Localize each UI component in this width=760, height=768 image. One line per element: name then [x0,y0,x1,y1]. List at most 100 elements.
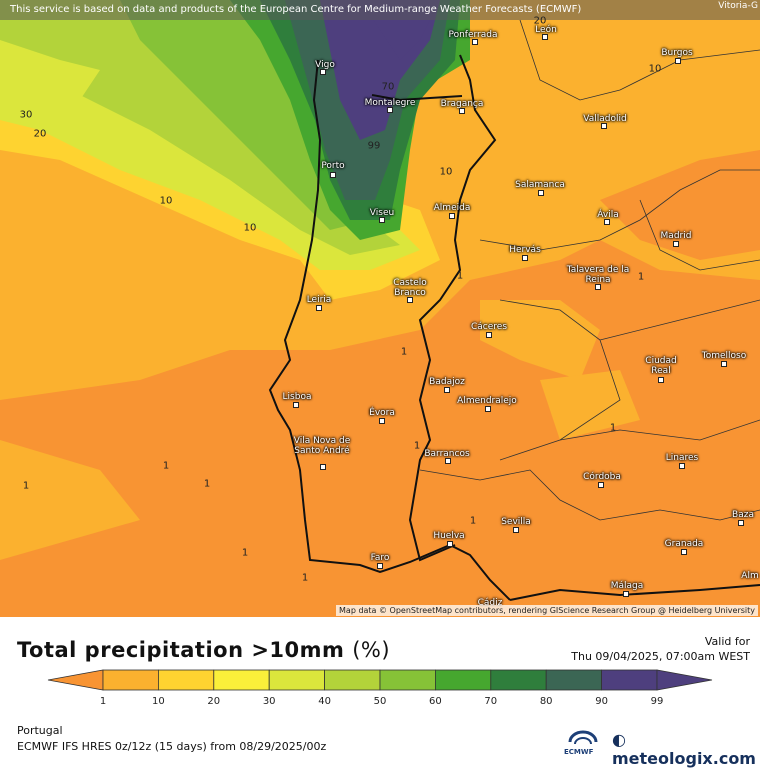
map-attribution: Map data © OpenStreetMap contributors, r… [336,605,758,616]
city-marker [377,563,383,569]
colorbar-tick-label: 80 [539,696,553,707]
city-label: Alm [741,571,759,581]
colorbar-tick-label: 20 [207,696,221,707]
city-label: Valladolid [583,114,627,124]
city-label: Córdoba [583,472,621,482]
city-marker [679,463,685,469]
ecmwf-logo-text: ECMWF [564,748,594,756]
city-marker [721,361,727,367]
colorbar-segment [102,669,159,691]
city-marker [673,241,679,247]
city-marker [604,219,610,225]
city-label: Barrancos [424,449,470,459]
city-label: Tomelloso [701,351,747,361]
city-label: Castelo Branco [393,278,427,298]
city-marker [379,217,385,223]
city-marker [658,377,664,383]
colorbar-tick-label: 1 [99,696,107,707]
ecmwf-logo-icon [568,730,598,745]
ecmwf-notice: This service is based on data and produc… [0,0,760,20]
region-label: Portugal [17,724,63,737]
precipitation-map[interactable]: This service is based on data and produc… [0,0,760,617]
city-marker [472,39,478,45]
orange-area-east [600,150,760,260]
colorbar-tick-label: 30 [262,696,276,707]
colorbar-segment [379,669,436,691]
city-marker [407,297,413,303]
city-label: Vila Nova de Santo André [293,436,351,456]
city-marker [681,549,687,555]
colorbar-segment [490,669,547,691]
yellow-orange-patch [480,300,600,380]
city-label: Málaga [610,581,644,591]
contour-label: 1 [637,271,645,283]
contour-label: 1 [22,480,30,492]
map-graphic [0,0,760,617]
colorbar-segment [434,669,492,691]
city-marker [623,591,629,597]
border-pt-es [408,54,497,562]
city-label: Ávila [597,210,619,220]
corner-city-label: Vitoria-G [718,1,758,11]
contour-label: 1 [203,478,211,490]
city-label: Hervás [509,245,541,255]
city-label: León [535,25,557,35]
colorbar-segment [324,669,381,691]
ocean-patch [0,440,140,560]
city-marker [675,58,681,64]
city-label: Almeida [433,203,471,213]
city-label: Ponferrada [448,30,498,40]
colorbar-tick-label: 60 [429,696,442,707]
city-label: Linares [665,453,699,463]
colorbar-tick-label: 10 [152,696,165,707]
city-label: Bragança [440,99,484,109]
city-label: Granada [664,539,704,549]
contour-label: 1 [301,572,309,584]
meteologix-brand[interactable]: ◐ meteologix.com [612,730,760,768]
brand-text: meteologix.com [612,749,756,768]
colorbar-segment [213,669,270,691]
contour-label: 20 [533,15,547,27]
contour-label: 10 [648,63,662,75]
city-label: Cáceres [470,322,508,332]
city-label: Montalegre [364,98,416,108]
city-marker [738,520,744,526]
contour-label: 1 [241,547,249,559]
colorbar-segment [157,669,215,691]
city-label: Leiria [306,295,332,305]
contour-label: 1 [162,460,170,472]
contour-label: 10 [243,222,257,234]
city-marker [538,190,544,196]
valid-label: Valid for [704,635,750,648]
city-label: Lisboa [282,392,312,402]
city-marker [293,402,299,408]
colorbar-segment [601,669,658,691]
colorbar-tick-label: 70 [484,696,498,707]
valid-time: Thu 09/04/2025, 07:00am WEST [571,650,750,663]
colorbar-tick-label: 50 [373,696,387,707]
colorbar-tick-label: 90 [595,696,608,707]
ocean-green [0,40,100,110]
contour-label: 1 [456,270,464,282]
colorbar-tick-label: 40 [318,696,331,707]
city-marker [485,406,491,412]
brand-icon: ◐ [612,730,626,749]
city-label: Viseu [369,208,395,218]
city-marker [513,527,519,533]
legend-title: Total precipitation >10mm (%) [17,638,390,662]
green-band-2 [120,0,370,230]
city-label: Salamanca [515,180,565,190]
city-label: Madrid [660,231,692,241]
city-label: Baza [732,510,754,520]
city-marker [379,418,385,424]
city-label: Huelva [433,531,465,541]
coastline [268,59,511,601]
contour-label: 1 [609,422,617,434]
city-marker [444,387,450,393]
colorbar-segment [545,669,603,691]
colorbar-segment [268,669,326,691]
contour-label: 20 [33,128,47,140]
city-marker [445,458,451,464]
yellow-orange-patch2 [540,370,640,440]
city-label: Talavera de la Reina [566,265,630,285]
